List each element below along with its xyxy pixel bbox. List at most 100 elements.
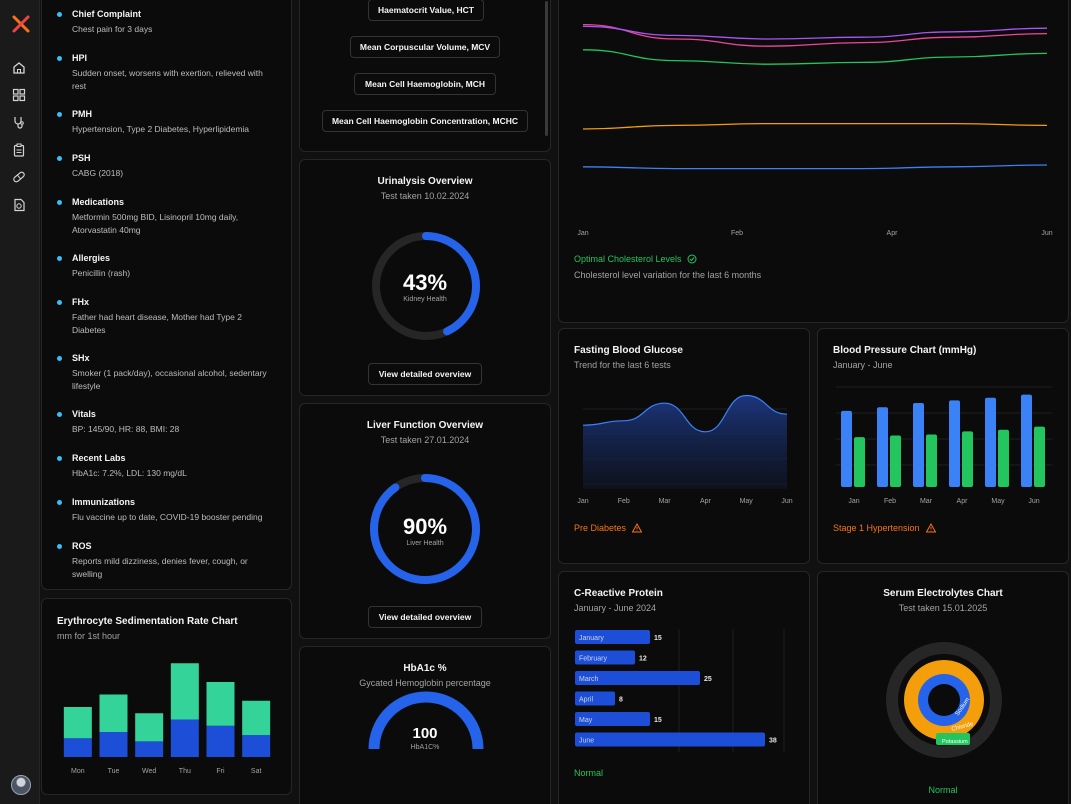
history-label: HPI [72,53,88,63]
history-label: Medications [72,197,125,207]
esr-bar-segment [170,719,199,757]
blood-tests-card: Haematocrit Value, HCT Mean Corpuscular … [299,0,551,152]
check-circle-icon [687,254,697,264]
glucose-x-tick: Apr [700,498,712,505]
crp-value-label: 25 [704,676,712,683]
kidney-health-caption: Kidney Health [403,296,447,303]
esr-x-tick: Sat [251,768,262,775]
history-label: Chief Complaint [72,9,141,19]
esr-x-tick: Mon [71,768,85,775]
glucose-x-tick: Jan [577,498,588,505]
electrolytes-center [928,684,960,716]
history-item: ROS Reports mild dizziness, denies fever,… [57,540,277,581]
potassium-label: Potassium [942,739,968,745]
hba1c-card: HbA1c % Gycated Hemoglobin percentage 10… [299,646,551,804]
bp-x-tick: Mar [920,498,933,505]
bp-bar [985,397,996,487]
bp-bar [998,429,1009,487]
report-icon[interactable] [10,196,28,214]
liver-overview-button[interactable]: View detailed overview [368,606,482,628]
cholesterol-x-tick: Jun [1041,230,1052,237]
glucose-x-tick: Jun [781,498,792,505]
crp-bar [575,630,650,644]
history-value: Father had heart disease, Mother had Typ… [72,312,242,335]
cholesterol-card: Jan Feb Apr Jun Optimal Cholesterol Levels … [558,0,1069,323]
bullet-icon [57,456,62,461]
cholesterol-series-line [582,164,1048,170]
grid-icon[interactable] [10,86,28,104]
esr-bar-segment [206,682,235,726]
clipboard-icon[interactable] [10,141,28,159]
liver-health-caption: Liver Health [406,540,444,547]
glucose-area-chart: Jan Feb Mar Apr May Jun [577,394,793,505]
bullet-icon [57,12,62,17]
test-pill-mchc[interactable]: Mean Cell Haemoglobin Concentration, MCH… [322,110,528,132]
test-pill-mcv[interactable]: Mean Corpuscular Volume, MCV [350,36,500,58]
cholesterol-x-tick: Jan [577,230,588,237]
urinalysis-card: Urinalysis Overview Test taken 10.02.202… [299,159,551,396]
bp-bar-chart: Jan Feb Mar Apr May Jun [836,386,1052,505]
history-item: FHx Father had heart disease, Mother had … [57,296,277,337]
bp-status: Stage 1 Hypertension [833,523,936,533]
bp-bar [913,403,924,487]
history-item: PMH Hypertension, Type 2 Diabetes, Hyperl… [57,108,277,136]
bullet-icon [57,200,62,205]
esr-bar-segment [135,713,164,742]
scrollbar[interactable] [545,1,548,136]
esr-subtitle: mm for 1st hour [57,631,121,641]
esr-bar-segment [63,707,92,739]
electrolytes-title: Serum Electrolytes Chart [883,588,1003,599]
history-label: Immunizations [72,497,136,507]
glucose-subtitle: Trend for the last 6 tests [574,360,671,370]
bp-x-tick: Jan [848,498,859,505]
urinalysis-date: Test taken 10.02.2024 [380,191,470,201]
potassium-segment [936,733,970,745]
test-pill-hct[interactable]: Haematocrit Value, HCT [368,0,484,21]
history-value: Penicillin (rash) [72,268,131,278]
esr-chart-card: Erythrocyte Sedimentation Rate Chart mm … [41,598,292,795]
history-value: HbA1c: 7.2%, LDL: 130 mg/dL [72,468,187,478]
esr-x-tick: Fri [216,768,225,775]
history-label: ROS [72,541,92,551]
history-label: PSH [72,153,91,163]
glucose-status-label: Pre Diabetes [574,523,627,533]
urinalysis-title: Urinalysis Overview [377,176,473,187]
stethoscope-icon[interactable] [10,113,28,131]
history-item: SHx Smoker (1 pack/day), occasional alcoh… [57,352,277,393]
bp-x-tick: Jun [1028,498,1039,505]
glucose-x-tick: Feb [618,498,630,505]
test-pill-mch[interactable]: Mean Cell Haemoglobin, MCH [354,73,496,95]
bullet-icon [57,500,62,505]
logo-icon [12,15,30,33]
history-value: Metformin 500mg BID, Lisinopril 10mg dai… [72,212,239,235]
history-value: Flu vaccine up to date, COVID-19 booster… [72,512,263,522]
chloride-label: Chloride [951,721,975,733]
history-item: Immunizations Flu vaccine up to date, COV… [57,496,277,524]
glucose-area [583,395,787,489]
bp-bar [1034,426,1045,487]
history-label: PMH [72,109,92,119]
crp-bar-chart: January 15 February 12 March 25 April 8 May 15 Jun… [575,629,785,752]
pill-icon[interactable] [10,168,28,186]
history-label: SHx [72,353,90,363]
esr-bar-segment [99,732,128,757]
hba1c-subtitle: Gycated Hemoglobin percentage [359,678,491,688]
crp-value-label: 15 [654,717,662,724]
glucose-status: Pre Diabetes [574,523,643,533]
kidney-health-value: 43% [402,270,448,295]
bullet-icon [57,300,62,305]
bp-status-label: Stage 1 Hypertension [833,523,920,533]
urinalysis-overview-button[interactable]: View detailed overview [368,363,482,385]
crp-category-label: March [579,676,599,683]
user-avatar[interactable] [11,775,31,795]
history-value: Chest pain for 3 days [72,24,153,34]
history-label: Recent Labs [72,453,126,463]
crp-status: Normal [574,768,604,778]
cholesterol-series-line [582,25,1048,40]
bp-x-tick: Apr [957,498,969,505]
liver-date: Test taken 27.01.2024 [380,435,470,445]
crp-category-label: April [579,697,593,704]
home-icon[interactable] [10,59,28,77]
crp-category-label: June [579,738,594,745]
esr-title: Erythrocyte Sedimentation Rate Chart [57,616,238,627]
